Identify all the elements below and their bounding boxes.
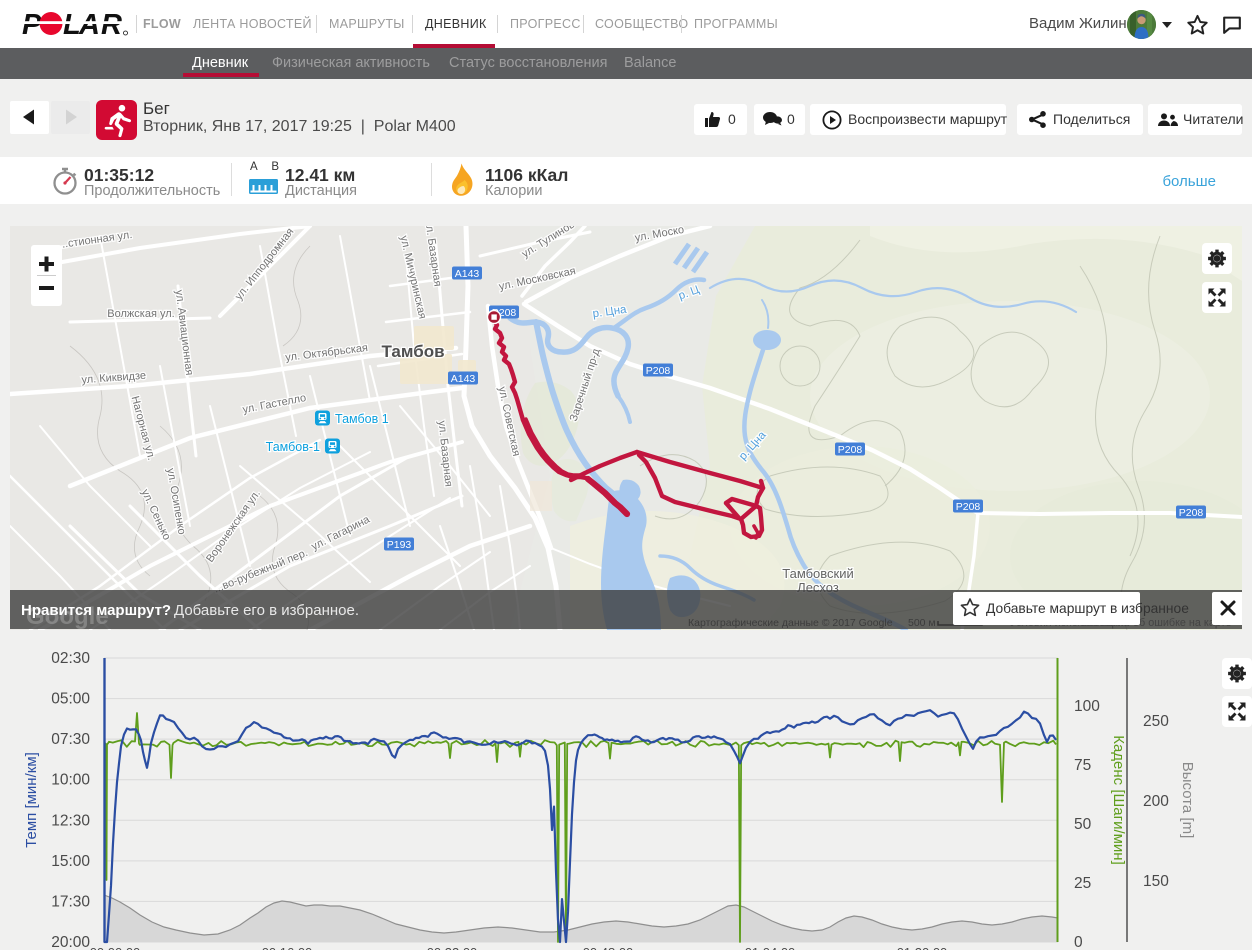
svg-text:200: 200: [1143, 793, 1169, 810]
svg-text:ул. Киквидзе: ул. Киквидзе: [81, 370, 146, 386]
svg-text:75: 75: [1074, 757, 1091, 774]
svg-text:00:00:00: 00:00:00: [90, 945, 141, 950]
svg-text:Высота [m]: Высота [m]: [1179, 762, 1196, 839]
svg-text:150: 150: [1143, 873, 1169, 890]
svg-text:25: 25: [1074, 875, 1091, 892]
svg-text:10:00: 10:00: [51, 772, 90, 789]
svg-text:02:30: 02:30: [51, 650, 90, 667]
svg-text:Добавьте его в избранное.: Добавьте его в избранное.: [174, 602, 359, 619]
svg-text:250: 250: [1143, 713, 1169, 730]
svg-text:Темп [мин/км]: Темп [мин/км]: [23, 752, 40, 848]
svg-text:Google: Google: [26, 603, 109, 630]
svg-text:P208: P208: [646, 365, 671, 377]
svg-text:Картографические данные © 2017: Картографические данные © 2017 Google: [688, 617, 893, 629]
svg-text:50: 50: [1074, 816, 1092, 833]
svg-text:00:32:00: 00:32:00: [427, 945, 478, 950]
svg-text:12:30: 12:30: [51, 812, 90, 829]
svg-text:Добавьте маршрут в избранное: Добавьте маршрут в избранное: [986, 601, 1189, 616]
svg-text:15:00: 15:00: [51, 853, 90, 870]
svg-text:Тамбов-1: Тамбов-1: [266, 440, 320, 454]
svg-text:P208: P208: [838, 444, 863, 456]
svg-text:20:00: 20:00: [51, 934, 90, 950]
svg-text:500 м: 500 м: [908, 617, 936, 629]
svg-text:P208: P208: [956, 501, 981, 513]
svg-text:Нравится маршрут?: Нравится маршрут?: [21, 602, 171, 619]
svg-text:P208: P208: [1179, 507, 1204, 519]
svg-text:Волжская ул.: Волжская ул.: [107, 308, 174, 320]
svg-text:P193: P193: [387, 539, 412, 551]
svg-text:0: 0: [1074, 934, 1083, 950]
svg-text:Тамбов 1: Тамбов 1: [335, 412, 389, 426]
svg-text:07:30: 07:30: [51, 731, 90, 748]
svg-text:05:00: 05:00: [51, 691, 90, 708]
svg-text:00:48:00: 00:48:00: [583, 945, 634, 950]
svg-text:17:30: 17:30: [51, 893, 90, 910]
svg-text:100: 100: [1074, 698, 1100, 715]
svg-text:Тамбовский: Тамбовский: [782, 566, 854, 581]
svg-text:00:16:00: 00:16:00: [262, 945, 313, 950]
svg-text:А143: А143: [451, 373, 476, 385]
svg-text:А143: А143: [455, 268, 480, 280]
svg-text:Тамбов: Тамбов: [381, 342, 444, 361]
svg-text:Каденс [Шаги/мин]: Каденс [Шаги/мин]: [1110, 735, 1127, 865]
svg-text:01:04:00: 01:04:00: [745, 945, 796, 950]
svg-text:01:20:00: 01:20:00: [897, 945, 948, 950]
